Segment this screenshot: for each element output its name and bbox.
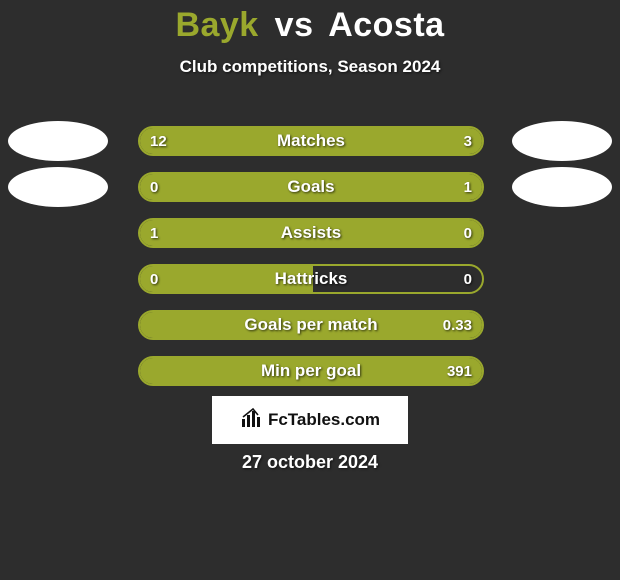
- stat-value-right: 0: [454, 266, 482, 292]
- page-title: Bayk vs Acosta: [0, 6, 620, 45]
- stat-bar: 01Goals: [138, 172, 484, 202]
- stat-row: 391Min per goal: [0, 348, 620, 394]
- bar-fill-right: [138, 358, 482, 384]
- stat-bar: 123Matches: [138, 126, 484, 156]
- stat-bar: 10Assists: [138, 218, 484, 248]
- bar-fill-left: [140, 220, 484, 246]
- player1-avatar: [8, 167, 108, 207]
- player1-name: Bayk: [175, 6, 258, 44]
- player2-avatar: [512, 167, 612, 207]
- stat-bar: 0.33Goals per match: [138, 310, 484, 340]
- date-label: 27 october 2024: [0, 452, 620, 473]
- stat-bar: 00Hattricks: [138, 264, 484, 294]
- vs-label: vs: [275, 6, 314, 44]
- stat-row: 123Matches: [0, 118, 620, 164]
- bar-fill-right: [138, 312, 482, 338]
- bar-fill-right: [413, 128, 482, 154]
- stat-row: 0.33Goals per match: [0, 302, 620, 348]
- subtitle: Club competitions, Season 2024: [0, 57, 620, 77]
- header: Bayk vs Acosta Club competitions, Season…: [0, 0, 620, 77]
- chart-icon: [240, 407, 262, 434]
- comparison-infographic: Bayk vs Acosta Club competitions, Season…: [0, 0, 620, 580]
- bar-fill-left: [140, 266, 313, 292]
- stat-row: 00Hattricks: [0, 256, 620, 302]
- comparison-chart: 123Matches 01Goals 10Assists 00Hattricks 0.3…: [0, 118, 620, 394]
- bar-fill-left: [140, 174, 202, 200]
- bar-fill-right: [198, 174, 482, 200]
- branding-badge: FcTables.com: [212, 396, 408, 444]
- stat-bar: 391Min per goal: [138, 356, 484, 386]
- player2-name: Acosta: [328, 6, 444, 44]
- bar-fill-left: [140, 128, 417, 154]
- stat-row: 01Goals: [0, 164, 620, 210]
- player1-avatar: [8, 121, 108, 161]
- branding-text: FcTables.com: [268, 410, 380, 430]
- player2-avatar: [512, 121, 612, 161]
- stat-row: 10Assists: [0, 210, 620, 256]
